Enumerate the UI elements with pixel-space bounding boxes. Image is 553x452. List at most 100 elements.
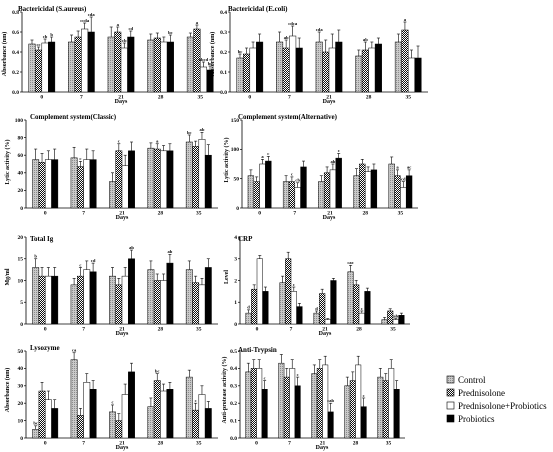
significance-label: bc: [155, 368, 160, 373]
significance-label: c: [111, 400, 113, 405]
y-tick-label: 0.3: [220, 30, 227, 36]
y-tick-label: 40: [18, 171, 24, 177]
bar-probiotics-day-28: [364, 291, 371, 325]
significance-label: c: [118, 139, 120, 144]
bar-probiotics-day-0: [51, 159, 59, 209]
bar-probiotics-day-0: [261, 389, 268, 439]
x-tick-label: 21: [327, 211, 333, 217]
bar-pred-probiotics-day-28: [160, 41, 168, 93]
significance-label: cb: [122, 38, 127, 43]
significance-label: a: [117, 22, 120, 27]
bar-pred-probiotics-day-28: [358, 312, 365, 325]
bar-control-day-0: [245, 312, 252, 325]
significance-label: c: [297, 372, 299, 377]
bar-control-day-7: [68, 41, 76, 93]
bar-pred-probiotics-day-21: [121, 275, 129, 325]
legend-label-probiotics: Probiotics: [458, 414, 495, 424]
significance-label: c: [195, 398, 197, 403]
significance-label: c: [338, 148, 340, 153]
x-tick-label: 35: [405, 95, 411, 101]
bar-probiotics-day-28: [360, 406, 367, 439]
legend-swatch-prednisolone-probiotics: [446, 401, 455, 410]
y-tick-label: 2: [234, 278, 237, 284]
significance-label: ccda: [80, 18, 90, 23]
significance-label: c: [79, 156, 81, 161]
bar-prednisolone-day-35: [192, 282, 200, 325]
panel-total-ig: Total Ig Mg/ml Days 0 5 10 15 20 b 0 c cd 7 ab 21 ab…: [5, 235, 218, 337]
significance-label: c: [293, 282, 295, 287]
bar-prednisolone-day-35: [401, 29, 409, 93]
bar-pred-probiotics-day-35: [199, 66, 207, 93]
bar-pred-probiotics-day-7: [294, 187, 301, 209]
bar-control-day-0: [236, 57, 244, 93]
x-tick-label: 0: [44, 327, 47, 333]
significance-label: bc: [187, 130, 192, 135]
significance-label: ac: [407, 165, 411, 170]
y-axis-label: Level: [224, 270, 230, 284]
bar-probiotics-day-0: [256, 41, 264, 93]
bar-prednisolone-day-7: [285, 258, 292, 325]
x-tick-label: 21: [320, 441, 326, 447]
bar-pred-probiotics-day-28: [368, 47, 376, 93]
x-axis-label: Days: [319, 331, 332, 337]
bar-pred-probiotics-day-7: [289, 35, 297, 93]
y-tick-label: 0: [20, 436, 23, 442]
bar-pred-probiotics-day-7: [290, 291, 297, 325]
x-tick-label: 28: [158, 211, 164, 217]
bar-probiotics-day-0: [262, 291, 269, 325]
bar-control-day-35: [185, 269, 193, 325]
bar-control-day-0: [28, 43, 36, 93]
bar-prednisolone-day-28: [349, 380, 356, 439]
bar-probiotics-day-35: [204, 267, 212, 325]
bar-probiotics-day-35: [204, 408, 212, 439]
x-tick-label: 28: [366, 95, 372, 101]
significance-label: ab: [330, 159, 335, 164]
x-tick-label: 7: [82, 441, 85, 447]
bar-prednisolone-day-28: [153, 37, 161, 93]
significance-label: ab: [393, 313, 398, 318]
x-tick-label: 0: [40, 95, 43, 101]
x-tick-label: 35: [196, 211, 202, 217]
bar-prednisolone-day-35: [394, 175, 401, 209]
bar-probiotics-day-21: [128, 371, 135, 439]
legend-label-prednisolone-probiotics: Prednisolone+Probiotics: [458, 401, 547, 411]
bar-pred-probiotics-day-0: [259, 163, 266, 209]
bar-control-day-21: [311, 373, 318, 439]
bar-prednisolone-day-35: [387, 310, 394, 325]
bar-control-day-7: [282, 181, 290, 209]
bar-control-day-7: [70, 157, 78, 209]
panel-title: Bactericidal (E.coli): [228, 5, 288, 13]
panel-title: Complement system(Classic): [30, 113, 117, 121]
x-tick-label: 21: [119, 441, 125, 447]
y-tick-label: 100: [15, 118, 24, 124]
bar-probiotics-day-21: [330, 280, 337, 325]
bar-control-day-35: [381, 319, 388, 325]
bar-control-day-35: [185, 141, 193, 209]
y-tick-label: 0.4: [220, 10, 227, 16]
bar-pred-probiotics-day-0: [44, 399, 52, 439]
significance-label: c: [79, 262, 81, 267]
x-tick-label: 35: [196, 441, 202, 447]
bar-probiotics-day-0: [51, 275, 59, 325]
bar-control-day-0: [32, 159, 40, 209]
bar-control-day-21: [107, 36, 115, 93]
bar-control-day-35: [377, 376, 384, 439]
y-tick-label: 30: [18, 384, 24, 390]
bar-control-day-28: [347, 271, 354, 325]
bar-control-day-7: [279, 282, 286, 325]
y-tick-label: 0.8: [12, 10, 19, 16]
bar-probiotics-day-21: [127, 36, 135, 93]
bar-prednisolone-day-21: [115, 150, 123, 209]
x-tick-label: 21: [119, 327, 125, 333]
significance-label: a: [156, 139, 159, 144]
bar-prednisolone-day-0: [38, 275, 46, 325]
x-axis-label: Days: [323, 99, 336, 105]
bar-probiotics-day-0: [265, 160, 272, 209]
significance-label: cc: [36, 42, 40, 47]
panel-title: Bactericidal (S.aureus): [18, 5, 87, 13]
bar-prednisolone-day-21: [114, 31, 122, 93]
bar-control-day-35: [388, 163, 395, 209]
y-tick-label: 100: [231, 147, 240, 153]
x-tick-label: 28: [353, 441, 359, 447]
